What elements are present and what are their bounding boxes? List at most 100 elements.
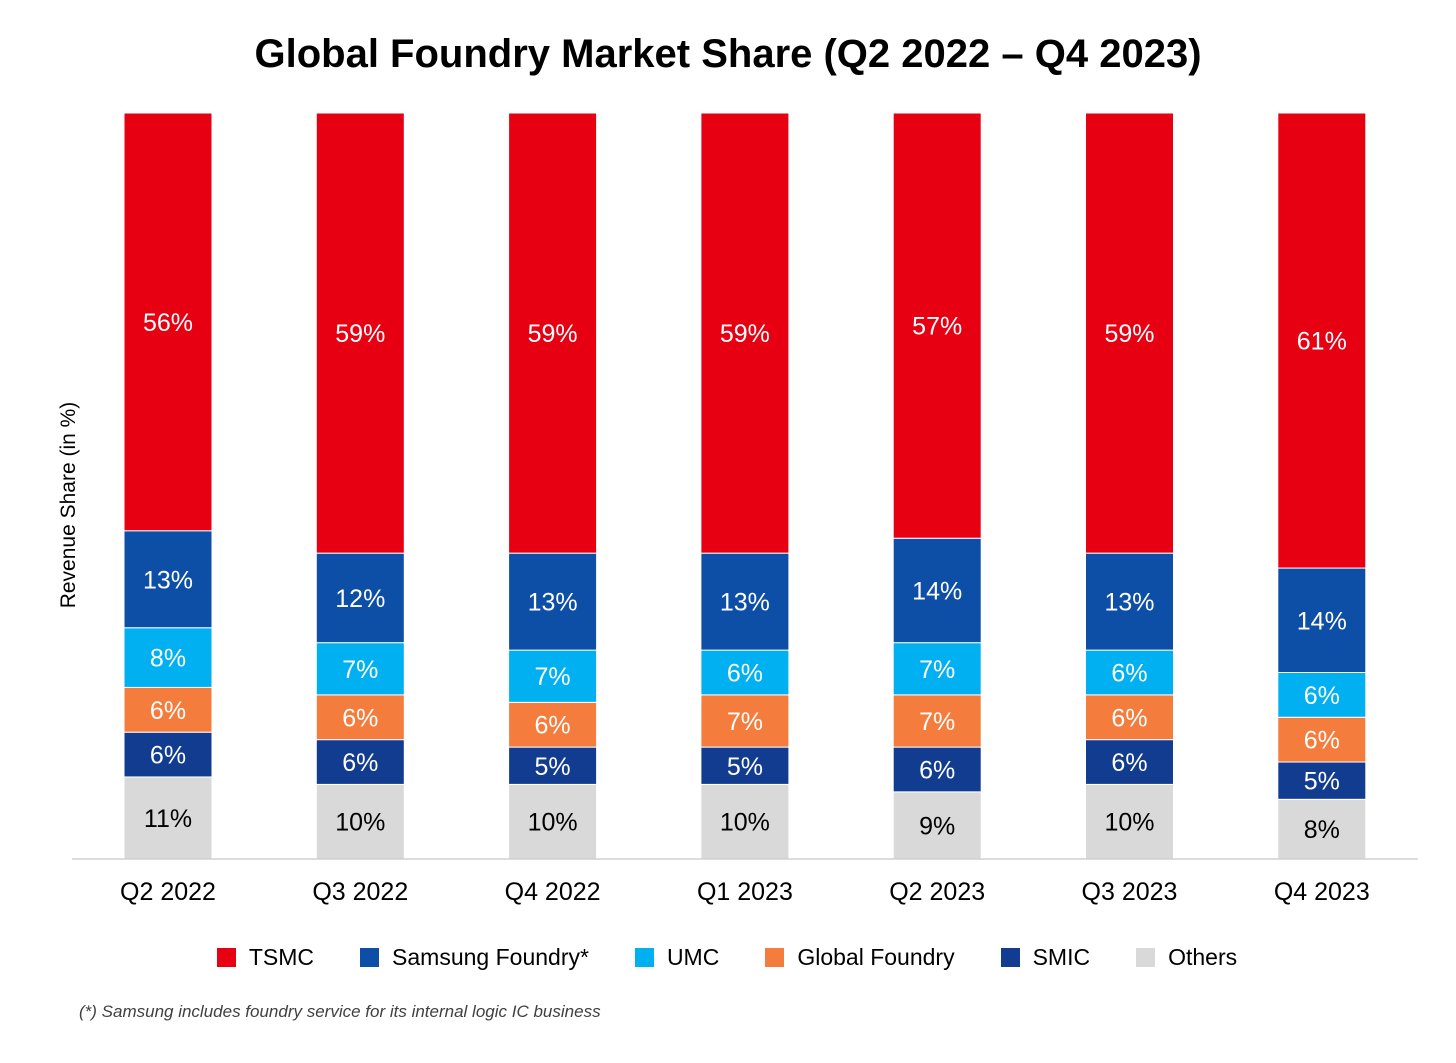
data-label-global-foundry-q3-2023: 6% <box>1111 704 1147 732</box>
data-label-umc-q3-2022: 7% <box>342 656 378 684</box>
data-label-tsmc-q3-2022: 59% <box>335 320 385 348</box>
data-label-global-foundry-q3-2022: 6% <box>342 704 378 732</box>
bar-segment-umc-q2-2023 <box>892 642 982 696</box>
bar-segment-tsmc-q3-2022 <box>315 112 405 554</box>
bar-segment-tsmc-q2-2022 <box>123 112 213 532</box>
legend-label-others: Others <box>1168 944 1238 970</box>
legend-swatch-samsung-foundry <box>360 948 380 967</box>
data-label-smic-q2-2023: 6% <box>919 756 955 784</box>
bar-segment-samsung-foundry-q2-2022 <box>123 530 213 629</box>
legend-item-others: Others <box>1136 944 1237 971</box>
data-label-global-foundry-q2-2023: 7% <box>919 708 955 736</box>
bar-segment-global-foundry-q2-2022 <box>123 686 213 733</box>
legend-label-umc: UMC <box>666 944 720 970</box>
bar-segment-umc-q4-2023 <box>1277 672 1367 718</box>
bar-segment-others-q2-2022 <box>123 776 213 860</box>
data-label-samsung-foundry-q4-2022: 13% <box>528 589 578 617</box>
bar-segment-global-foundry-q3-2023 <box>1085 694 1174 741</box>
data-label-others-q4-2022: 10% <box>528 809 578 837</box>
data-label-tsmc-q4-2023: 61% <box>1297 328 1347 356</box>
data-label-samsung-foundry-q2-2023: 14% <box>912 577 962 605</box>
legend-item-global-foundry: Global Foundry <box>765 944 955 971</box>
data-label-smic-q4-2023: 5% <box>1304 768 1340 796</box>
data-label-umc-q4-2023: 6% <box>1304 682 1340 710</box>
data-label-smic-q2-2022: 6% <box>150 742 186 770</box>
bar-segment-others-q3-2023 <box>1085 783 1174 860</box>
legend-swatch-global-foundry <box>765 948 785 967</box>
bar-segment-global-foundry-q4-2023 <box>1277 716 1367 763</box>
legend-item-smic: SMIC <box>1000 944 1091 971</box>
data-label-tsmc-q4-2022: 59% <box>528 320 578 348</box>
bar-segment-tsmc-q4-2023 <box>1277 112 1367 569</box>
chart-title: Global Foundry Market Share (Q2 2022 – Q… <box>254 32 1202 76</box>
bar-segment-smic-q3-2023 <box>1085 739 1174 785</box>
bar-segment-smic-q1-2023 <box>700 746 790 785</box>
bar-segment-samsung-foundry-q1-2023 <box>700 552 790 651</box>
bar-segment-smic-q4-2023 <box>1277 761 1367 800</box>
data-label-umc-q3-2023: 6% <box>1111 660 1147 688</box>
data-label-tsmc-q2-2023: 57% <box>912 313 962 341</box>
bar-segment-umc-q4-2022 <box>508 649 598 703</box>
bar-segment-smic-q3-2022 <box>315 739 405 785</box>
bar-segment-umc-q2-2022 <box>123 627 213 688</box>
x-tick-label-q3-2022: Q3 2022 <box>312 878 408 906</box>
data-label-global-foundry-q2-2022: 6% <box>150 697 186 725</box>
data-label-umc-q1-2023: 6% <box>727 660 763 688</box>
data-label-samsung-foundry-q3-2022: 12% <box>335 585 385 613</box>
data-label-tsmc-q1-2023: 59% <box>720 320 770 348</box>
data-label-others-q2-2022: 11% <box>144 805 192 833</box>
x-tick-label-q2-2023: Q2 2023 <box>889 878 985 906</box>
x-tick-label-q3-2023: Q3 2023 <box>1082 878 1178 906</box>
data-label-others-q2-2023: 9% <box>919 812 955 840</box>
legend: TSMC Samsung Foundry* UMC Global Foundry SMI… <box>0 944 1456 971</box>
data-label-smic-q3-2022: 6% <box>342 749 378 777</box>
bar-segment-samsung-foundry-q4-2023 <box>1277 567 1367 673</box>
data-label-others-q1-2023: 10% <box>720 809 770 837</box>
data-label-umc-q4-2022: 7% <box>535 663 571 691</box>
data-label-samsung-foundry-q2-2022: 13% <box>143 566 193 594</box>
data-label-samsung-foundry-q4-2023: 14% <box>1297 607 1347 635</box>
x-tick-label-q4-2023: Q4 2023 <box>1274 878 1370 906</box>
legend-swatch-tsmc <box>216 948 236 967</box>
bar-segment-tsmc-q1-2023 <box>700 112 790 554</box>
bar-segment-others-q1-2023 <box>700 783 790 860</box>
bar-segment-samsung-foundry-q2-2023 <box>892 537 982 644</box>
bar-segment-samsung-foundry-q3-2022 <box>315 552 405 644</box>
data-label-samsung-foundry-q1-2023: 13% <box>720 589 770 617</box>
bar-segment-global-foundry-q4-2022 <box>508 701 598 748</box>
x-tick-label-q2-2022: Q2 2022 <box>120 878 216 906</box>
data-label-smic-q1-2023: 5% <box>727 753 763 781</box>
data-label-umc-q2-2022: 8% <box>150 645 186 673</box>
data-label-others-q3-2023: 10% <box>1104 809 1154 837</box>
legend-label-samsung-foundry: Samsung Foundry* <box>392 944 589 970</box>
bar-segment-tsmc-q2-2023 <box>892 112 982 539</box>
bar-segment-samsung-foundry-q4-2022 <box>508 552 598 651</box>
bar-segment-smic-q4-2022 <box>508 746 598 785</box>
data-label-smic-q3-2023: 6% <box>1111 749 1147 777</box>
data-label-others-q3-2022: 10% <box>335 809 385 837</box>
data-label-tsmc-q3-2023: 59% <box>1104 320 1154 348</box>
bar-segment-samsung-foundry-q3-2023 <box>1085 552 1174 651</box>
data-label-tsmc-q2-2022: 56% <box>143 309 193 337</box>
bar-segment-tsmc-q4-2022 <box>508 112 598 554</box>
bar-segment-umc-q1-2023 <box>700 649 790 696</box>
legend-item-umc: UMC <box>634 944 720 971</box>
data-label-others-q4-2023: 8% <box>1304 816 1340 844</box>
legend-label-global-foundry: Global Foundry <box>797 944 955 970</box>
bar-segment-others-q3-2022 <box>315 783 405 860</box>
legend-label-smic: SMIC <box>1032 944 1091 970</box>
bar-segment-others-q4-2022 <box>508 783 598 860</box>
bar-segment-smic-q2-2023 <box>892 746 982 793</box>
bar-segment-umc-q3-2023 <box>1085 649 1174 696</box>
legend-item-samsung-foundry: Samsung Foundry* <box>360 944 589 971</box>
legend-label-tsmc: TSMC <box>248 944 315 970</box>
x-tick-label-q4-2022: Q4 2022 <box>505 878 601 906</box>
legend-swatch-umc <box>634 948 654 967</box>
legend-swatch-others <box>1136 948 1156 967</box>
footnote: (*) Samsung includes foundry service for… <box>79 1002 601 1021</box>
data-label-samsung-foundry-q3-2023: 13% <box>1104 589 1154 617</box>
data-label-global-foundry-q4-2022: 6% <box>535 712 571 740</box>
legend-item-tsmc: TSMC <box>216 944 315 971</box>
data-label-umc-q2-2023: 7% <box>919 656 955 684</box>
